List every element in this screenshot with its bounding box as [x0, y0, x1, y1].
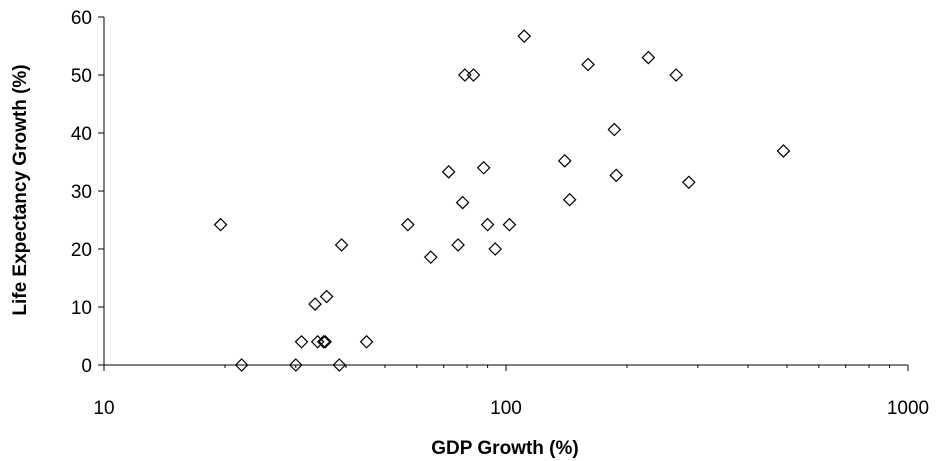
scatter-point: [288, 358, 303, 372]
y-tick-label: 50: [71, 66, 92, 87]
scatter-point: [681, 175, 696, 190]
scatter-point: [457, 68, 472, 82]
y-tick-label: 60: [71, 8, 92, 29]
x-tick-label: 10: [93, 398, 114, 419]
scatter-point: [502, 217, 517, 232]
scatter-point: [316, 334, 331, 349]
x-tick-labels: 10 100 1000: [93, 398, 929, 419]
axes: [98, 16, 909, 371]
x-axis-title: GDP Growth (%): [431, 438, 578, 459]
y-tick-label: 10: [71, 298, 92, 319]
y-tick-label: 0: [81, 356, 92, 377]
y-tick-labels: 0 10 20 30 40 50 60: [71, 8, 92, 377]
scatter-point: [441, 165, 456, 179]
scatter-point: [581, 57, 595, 72]
scatter-point: [609, 168, 624, 183]
scatter-point: [401, 217, 415, 232]
scatter-point: [455, 195, 470, 210]
scatter-point: [476, 160, 491, 175]
y-axis-title: Life Expectancy Growth (%): [10, 64, 31, 315]
y-tick-label: 30: [71, 182, 92, 203]
data-points: [213, 29, 791, 372]
scatter-point: [451, 238, 465, 252]
scatter-point: [318, 334, 333, 349]
scatter-point: [359, 334, 374, 349]
scatter-point: [562, 192, 577, 207]
scatter-point: [234, 358, 249, 372]
scatter-point: [466, 68, 481, 82]
scatter-point: [607, 122, 622, 137]
scatter-point: [480, 217, 495, 232]
x-tick-label: 1000: [887, 398, 929, 419]
y-tick-label: 20: [71, 240, 92, 261]
scatter-point: [308, 297, 322, 311]
scatter-point: [332, 358, 347, 372]
scatter-point: [557, 153, 572, 168]
scatter-point: [423, 250, 438, 264]
x-tick-label: 100: [490, 398, 522, 419]
scatter-point: [776, 144, 791, 158]
scatter-point: [319, 289, 334, 304]
scatter-point: [517, 29, 532, 43]
scatter-point: [488, 242, 503, 256]
scatter-point: [669, 68, 683, 82]
y-tick-label: 40: [71, 124, 92, 145]
scatter-point: [334, 238, 349, 252]
scatter-point: [641, 50, 656, 65]
scatter-point: [294, 334, 309, 349]
scatter-point: [213, 217, 228, 232]
